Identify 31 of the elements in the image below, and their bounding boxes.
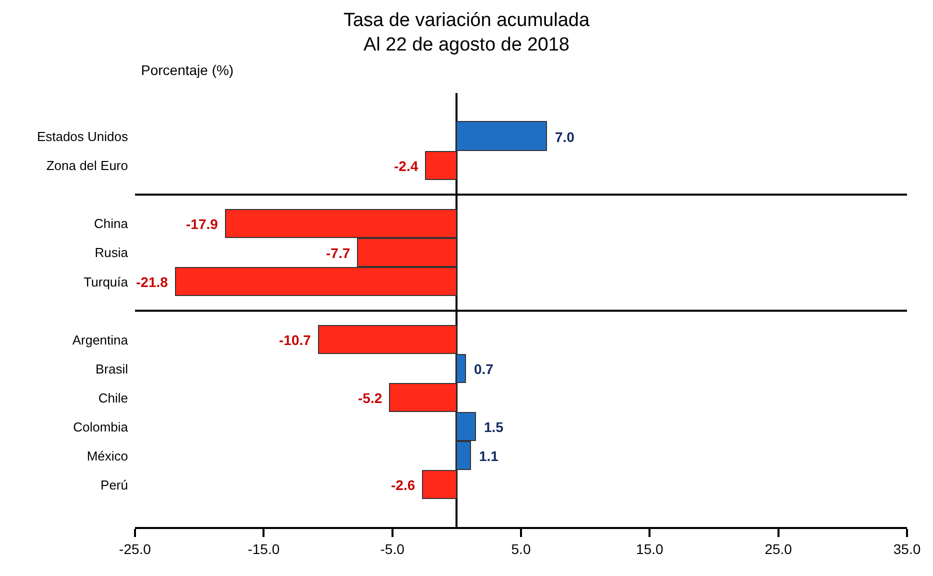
x-tick-label: -5.0 [380, 540, 405, 557]
y-tick-label: Brasil [95, 361, 128, 376]
y-tick-label: Perú [100, 477, 128, 492]
x-tick-label: 15.0 [636, 540, 664, 557]
y-tick-label: México [86, 448, 128, 464]
data-label: -2.6 [391, 477, 416, 493]
data-label: -17.9 [186, 216, 218, 232]
data-label: -7.7 [326, 245, 350, 261]
chart-title: Tasa de variación acumulada Al 22 de agosto de 2018 [343, 10, 590, 56]
data-label: -5.2 [358, 390, 382, 406]
y-tick-label: Argentina [72, 332, 129, 348]
y-tick-label: Rusia [94, 245, 129, 260]
x-tick-label: -25.0 [119, 540, 152, 557]
x-tick-label: 35.0 [893, 540, 921, 557]
y-tick-label: Chile [98, 390, 128, 406]
data-label: -2.4 [394, 158, 418, 174]
data-label: -10.7 [279, 332, 312, 348]
data-label: 1.5 [484, 419, 504, 435]
x-tick-label: 25.0 [764, 540, 792, 557]
data-label: -21.8 [136, 274, 168, 290]
data-label: 1.1 [479, 448, 499, 464]
y-tick-label: Colombia [73, 419, 129, 434]
y-tick-label: Zona del Euro [46, 158, 128, 174]
y-tick-label: China [94, 216, 129, 232]
x-tick-label: 5.0 [511, 540, 531, 557]
y-axis-title: Porcentaje (%) [141, 62, 234, 78]
data-label: 0.7 [474, 361, 494, 377]
y-tick-label: Estados Unidos [36, 129, 128, 144]
y-tick-label: Turquía [84, 274, 129, 290]
x-tick-label: -15.0 [248, 540, 280, 557]
data-label: 7.0 [555, 129, 575, 145]
